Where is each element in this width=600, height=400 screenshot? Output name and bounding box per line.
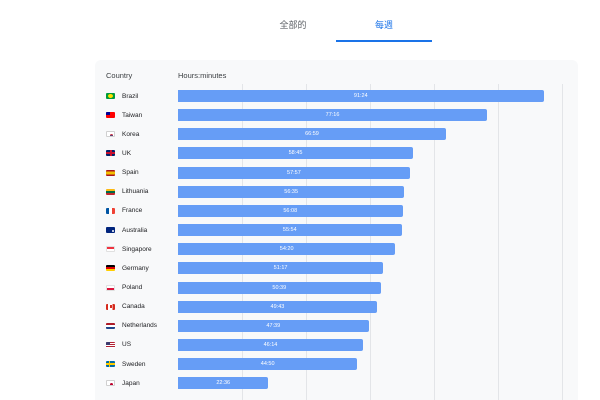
bar[interactable]: 91:24 (178, 90, 544, 102)
bar[interactable]: 54:20 (178, 243, 396, 256)
country-label: Lithuania (106, 186, 148, 198)
country-name: Japan (122, 379, 140, 387)
flag-japan-icon (106, 380, 115, 387)
bar-value-label: 66:59 (305, 131, 319, 138)
country-label: Germany (106, 262, 149, 274)
country-name: Germany (122, 264, 149, 272)
country-label: Spain (106, 167, 139, 179)
country-label: Sweden (106, 358, 146, 370)
grid-line (370, 84, 371, 400)
flag-singapore-icon (106, 246, 115, 253)
grid-line (306, 84, 307, 400)
bar[interactable]: 49:43 (178, 300, 377, 313)
bar[interactable]: 56:08 (178, 204, 403, 217)
country-name: Brazil (122, 92, 139, 100)
country-label: Taiwan (106, 109, 142, 121)
country-label: France (106, 205, 142, 217)
country-name: Netherlands (122, 322, 158, 330)
bar[interactable]: 44:50 (178, 358, 358, 371)
bar-value-label: 50:39 (272, 284, 287, 291)
bar-value-label: 46:14 (263, 341, 278, 348)
bar-value-label: 57:57 (287, 169, 301, 176)
bar-value-label: 91:24 (353, 93, 368, 99)
bar-value-label: 56:35 (284, 188, 299, 195)
country-name: Korea (122, 130, 140, 138)
bar-value-label: 51:17 (273, 265, 288, 272)
country-name: UK (122, 149, 132, 157)
flag-korea-icon (106, 131, 115, 138)
country-name: Singapore (122, 245, 152, 253)
bar-value-label: 55:54 (282, 227, 297, 234)
bar-value-label: 58:45 (288, 150, 303, 157)
bar[interactable]: 56:35 (178, 185, 405, 198)
bar[interactable]: 66:59 (178, 128, 446, 141)
country-label: UK (106, 147, 131, 159)
bar-value-label: 56:08 (283, 207, 298, 214)
country-name: Australia (122, 226, 148, 234)
bar-value-label: 22:36 (216, 380, 231, 387)
grid-line (242, 84, 243, 400)
country-label: Netherlands (106, 320, 157, 332)
flag-poland-icon (106, 284, 115, 291)
flag-spain-icon (106, 169, 115, 176)
bar[interactable]: 57:57 (178, 166, 410, 179)
column-header-country: Country (106, 71, 133, 80)
bar[interactable]: 47:39 (178, 319, 369, 332)
grid-line (562, 84, 563, 400)
country-label: US (106, 339, 131, 351)
flag-lithuania-icon (106, 188, 115, 195)
country-label: Australia (106, 224, 147, 236)
flag-germany-icon (106, 265, 115, 272)
bar-value-label: 47:39 (266, 322, 281, 329)
country-label: Japan (106, 377, 140, 389)
tab-all[interactable]: 全部的 (279, 20, 307, 30)
bar-value-label: 49:43 (270, 303, 285, 310)
flag-canada-icon (106, 303, 115, 310)
country-name: Taiwan (122, 111, 143, 119)
flag-france-icon (106, 207, 115, 214)
bar-value-label: 44:50 (260, 361, 275, 368)
country-name: Sweden (122, 360, 146, 368)
bar[interactable]: 51:17 (178, 262, 384, 275)
country-name: US (122, 341, 132, 349)
bar[interactable]: 50:39 (178, 281, 381, 294)
column-header-hours: Hours:minutes (178, 71, 227, 80)
country-name: Lithuania (122, 188, 149, 196)
bar-value-label: 77:16 (325, 112, 340, 119)
flag-netherlands-icon (106, 322, 115, 329)
tab-weekly[interactable]: 每週 (336, 14, 432, 42)
flag-us-icon (106, 341, 115, 348)
country-label: Korea (106, 128, 139, 140)
grid-line (498, 84, 499, 400)
country-name: Canada (122, 303, 145, 311)
country-label: Singapore (106, 243, 152, 255)
grid-line (434, 84, 435, 400)
country-label: Brazil (106, 90, 138, 102)
flag-sweden-icon (106, 361, 115, 368)
bar-value-label: 54:20 (279, 246, 294, 253)
flag-uk-icon (106, 150, 115, 157)
bar[interactable]: 58:45 (178, 147, 413, 160)
bar[interactable]: 77:16 (178, 109, 488, 122)
flag-taiwan-icon (106, 112, 115, 119)
country-name: Spain (122, 169, 139, 177)
country-label: Poland (106, 282, 142, 294)
flag-brazil-icon (106, 93, 115, 99)
country-name: France (122, 207, 143, 215)
flag-australia-icon (106, 227, 115, 234)
bar[interactable]: 46:14 (178, 338, 363, 351)
period-tabs: 全部的 每週 (250, 14, 440, 42)
country-label: Canada (106, 301, 145, 313)
bar[interactable]: 22:36 (178, 377, 269, 390)
bar[interactable]: 55:54 (178, 224, 402, 237)
country-name: Poland (122, 284, 143, 291)
